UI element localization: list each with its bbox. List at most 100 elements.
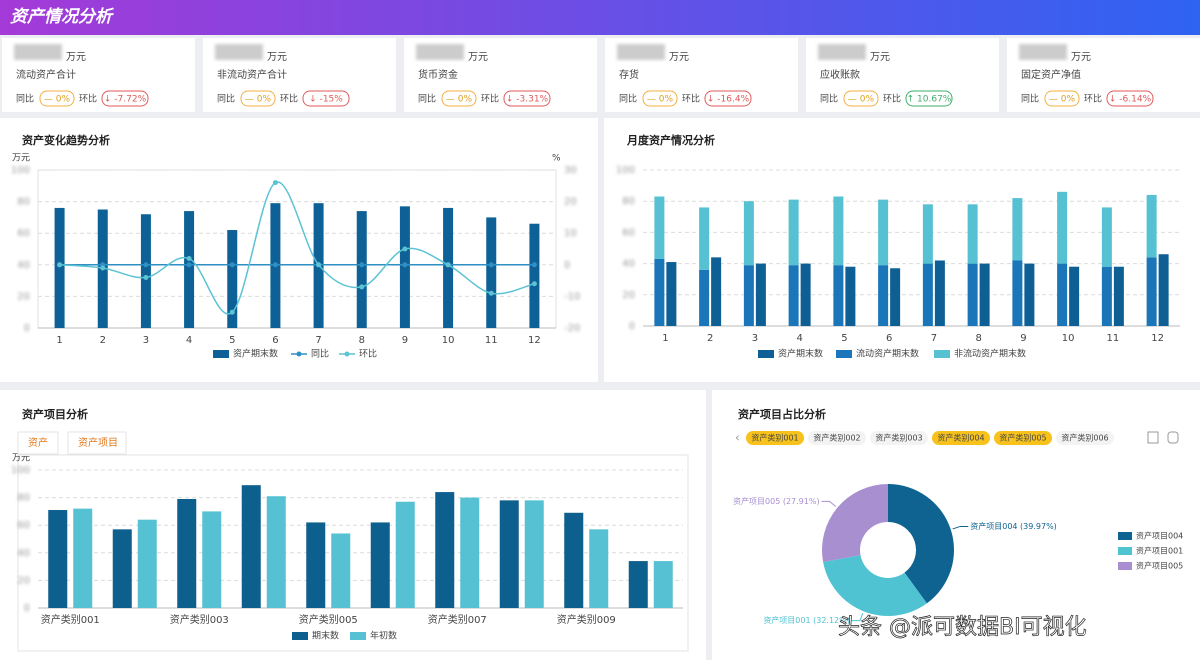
mom-label: 环比 [1084,93,1102,105]
bar [979,263,990,326]
tab[interactable] [932,431,990,445]
tab-label[interactable]: 资产类别005 [999,433,1046,443]
x-tick-label: 资产类别007 [428,613,487,626]
bar [934,260,945,326]
tab-label[interactable]: 资产项目 [78,436,118,449]
y-tick-label: 80 [17,197,30,208]
tab[interactable] [870,431,928,445]
mom-chip [302,90,350,107]
yoy-chip [441,90,477,107]
x-tick-label: 4 [186,335,192,346]
x-tick-label: 8 [359,335,365,346]
y-tick-label: 100 [11,165,30,176]
mom-value: ↓ -3.31% [506,95,549,105]
x-tick-label: 6 [886,333,892,344]
x-tick-label: 12 [528,335,541,346]
kpi-unit: 万元 [870,52,890,63]
bar [833,265,844,326]
tab-label[interactable]: 资产 [28,436,48,449]
tab[interactable] [746,431,804,445]
bar [1069,266,1080,326]
y2-tick-label: 0 [564,260,570,271]
line-point [57,262,63,268]
bar [184,211,195,328]
bar [878,265,889,326]
kpi-unit: 万元 [267,52,287,63]
bar [486,217,497,328]
legend-label: 年初数 [370,630,397,642]
yoy-value: — 0% [1049,95,1076,105]
line-point [272,180,278,186]
legend-marker [344,351,350,357]
yoy-chip [39,90,75,107]
bar [1158,254,1169,326]
x-tick-label: 2 [707,333,713,344]
line-point [531,262,537,268]
tab-label[interactable]: 资产类别001 [751,433,798,443]
kpi-name: 固定资产净值 [1021,68,1081,81]
mom-label: 环比 [682,93,700,105]
header-title: 资产情况分析 [10,7,115,27]
y-tick-label: 40 [17,548,30,559]
icon-button[interactable] [1147,431,1159,444]
slice-label: 资产项目001 (32.12%) [763,615,850,625]
blurred-value [416,44,464,60]
line-point [186,262,192,268]
yoy-value: — 0% [44,95,71,105]
x-tick-label: 5 [229,335,235,346]
blurred-value [1019,44,1067,60]
icon-button[interactable] [1167,431,1179,444]
bar [699,269,710,326]
legend-marker [292,632,308,640]
y-tick-label: 60 [17,520,30,531]
tab[interactable] [1056,431,1114,445]
bar [460,497,480,608]
tab[interactable] [67,431,127,455]
bar [73,508,93,608]
bar [654,196,665,259]
kpi-unit: 万元 [1071,52,1091,63]
tab[interactable] [808,431,866,445]
tab-label[interactable]: 资产类别003 [875,433,922,443]
x-tick-label: 7 [931,333,937,344]
tab-label[interactable]: 资产类别004 [937,433,984,443]
prev-arrow[interactable]: ‹ [735,431,740,445]
kpi-name: 流动资产合计 [16,68,76,81]
legend-label: 同比 [311,348,329,360]
tab-label[interactable]: 资产类别006 [1061,433,1108,443]
bar [967,263,978,326]
bar [202,511,222,608]
legend-label: 资产期末数 [778,348,823,360]
y-tick-label: 80 [17,493,30,504]
bar [890,268,901,326]
bar [331,533,351,608]
bar [755,263,766,326]
tab[interactable] [994,431,1052,445]
yoy-value: — 0% [848,95,875,105]
legend-label: 流动资产期末数 [856,348,919,360]
bar [1024,263,1035,326]
mom-chip [503,90,551,107]
yoy-label: 同比 [619,93,637,105]
y2-tick-label: -20 [564,323,580,334]
bar [137,519,157,608]
bar [529,223,540,328]
yoy-label: 同比 [217,93,235,105]
tab[interactable] [17,431,59,455]
bar [967,204,978,264]
legend-marker [934,350,950,358]
x-tick-label: 3 [143,335,149,346]
line-point [272,262,278,268]
bar [654,258,665,326]
mom-chip [1106,90,1154,107]
y-tick-label: 20 [17,291,30,302]
bar [266,496,286,608]
kpi-unit: 万元 [66,52,86,63]
tab-label[interactable]: 资产类别002 [813,433,860,443]
line-point [359,262,365,268]
yoy-label: 同比 [820,93,838,105]
chart-frame [17,454,689,652]
y-tick-label: 40 [622,259,635,270]
legend-marker [1118,562,1132,570]
